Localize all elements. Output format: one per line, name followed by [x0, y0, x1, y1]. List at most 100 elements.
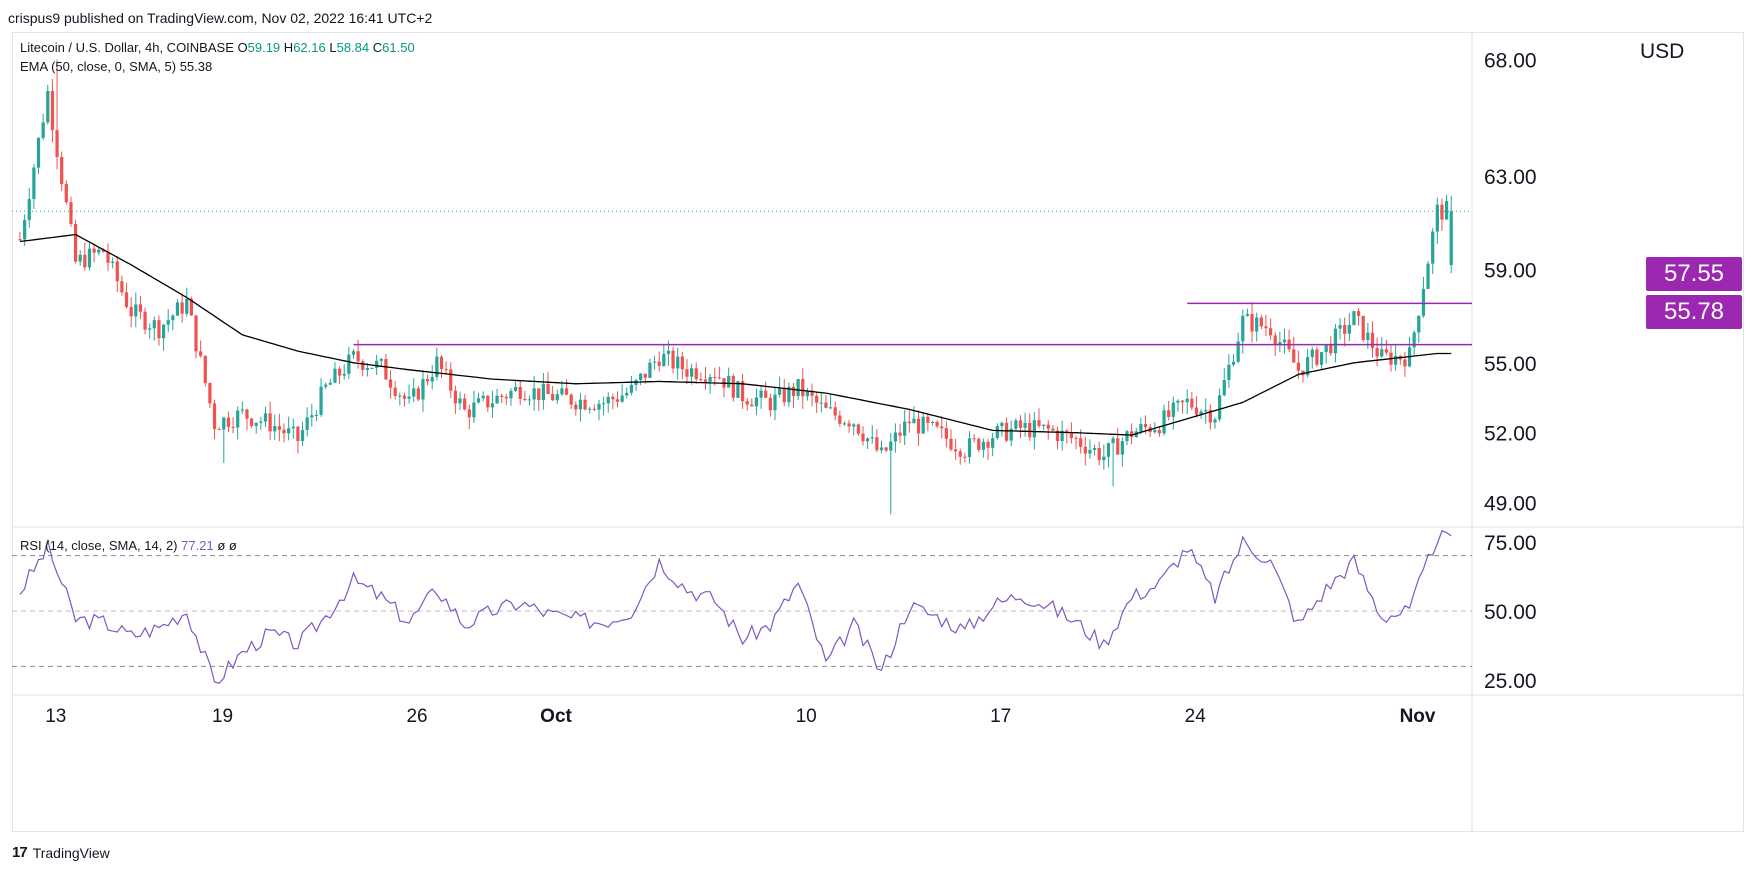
- candle-body: [1111, 438, 1115, 444]
- candle-body: [60, 156, 64, 184]
- candle-body: [685, 369, 689, 377]
- candle-body: [490, 403, 495, 408]
- price-tick-label: 49.00: [1484, 493, 1537, 516]
- candle-body: [1264, 326, 1268, 329]
- candle-body: [1190, 398, 1194, 408]
- candle-body: [1352, 311, 1356, 326]
- candle-body: [1000, 422, 1004, 427]
- candle-body: [453, 390, 458, 404]
- rsi-value: 77.21: [181, 538, 214, 553]
- candle-body: [1037, 420, 1041, 426]
- candle-body: [583, 399, 587, 410]
- candle-body: [879, 447, 884, 451]
- tradingview-logo-icon: 17: [12, 844, 28, 861]
- price-tick-label: 52.00: [1484, 423, 1537, 446]
- candle-body: [416, 388, 420, 400]
- candle-body: [639, 373, 643, 381]
- candle-body: [171, 315, 175, 321]
- candle-body: [1329, 344, 1333, 354]
- candle-body: [1218, 395, 1222, 420]
- time-tick-label: Nov: [1400, 706, 1436, 727]
- rsi-tick-label: 75.00: [1484, 532, 1537, 555]
- candle-body: [361, 361, 365, 370]
- candle-body: [810, 390, 814, 396]
- candle-body: [796, 378, 800, 397]
- candle-body: [870, 437, 874, 439]
- candle-body: [694, 368, 698, 380]
- candle-body: [64, 183, 68, 203]
- open-value: 59.19: [247, 40, 281, 55]
- candle-body: [643, 373, 647, 378]
- candle-body: [500, 395, 504, 397]
- candle-body: [986, 441, 990, 448]
- candle-body: [240, 409, 244, 411]
- candle-body: [541, 383, 546, 401]
- time-tick-label: 26: [406, 706, 427, 727]
- candle-body: [597, 403, 601, 410]
- candle-body: [930, 421, 935, 423]
- candle-body: [481, 395, 485, 399]
- candle-body: [680, 356, 684, 370]
- candle-body: [1255, 317, 1259, 332]
- candle-body: [833, 407, 837, 416]
- candle-body: [601, 403, 606, 405]
- time-tick-label: 10: [796, 706, 817, 727]
- chart-frame[interactable]: [12, 32, 1744, 832]
- candle-body: [963, 456, 967, 458]
- candle-body: [73, 223, 78, 262]
- candle-body: [212, 403, 217, 430]
- price-tick-label: 59.00: [1484, 260, 1537, 283]
- candle-body: [537, 388, 541, 401]
- candle-body: [824, 402, 828, 408]
- candle-body: [1435, 204, 1439, 232]
- rsi-line: [19, 530, 1452, 684]
- candle-body: [92, 248, 96, 253]
- candle-body: [1032, 420, 1036, 438]
- candle-body: [842, 423, 847, 425]
- candle-body: [1185, 398, 1189, 403]
- candle-body: [967, 438, 972, 458]
- candle-body: [226, 417, 231, 427]
- candle-body: [893, 432, 898, 442]
- candle-body: [916, 418, 921, 434]
- candle-body: [815, 395, 819, 403]
- candle-body: [856, 424, 860, 434]
- candle-body: [296, 426, 300, 441]
- candle-body: [439, 356, 444, 370]
- candle-body: [379, 359, 383, 361]
- candle-body: [875, 437, 879, 451]
- candle-body: [412, 388, 416, 397]
- candle-body: [1199, 411, 1203, 415]
- high-value: 62.16: [293, 40, 326, 55]
- candle-body: [143, 311, 147, 330]
- candle-body: [1259, 317, 1263, 327]
- candle-body: [954, 449, 958, 452]
- candle-body: [467, 409, 471, 418]
- candle-body: [1157, 430, 1162, 434]
- candle-body: [148, 328, 152, 330]
- close-value: 61.50: [382, 40, 415, 55]
- candle-body: [78, 254, 82, 262]
- candle-body: [1380, 349, 1384, 357]
- candle-body: [926, 416, 930, 423]
- price-tag-57-55-text: 57.55: [1663, 260, 1725, 287]
- candle-body: [268, 413, 272, 432]
- candle-body: [615, 399, 620, 402]
- footer-brand[interactable]: TradingView: [32, 844, 110, 861]
- candle-body: [300, 430, 305, 441]
- candle-body: [231, 426, 235, 428]
- candle-body: [1204, 409, 1208, 412]
- rsi-tick-label: 50.00: [1484, 601, 1537, 624]
- candle-body: [138, 304, 143, 312]
- candle-body: [676, 356, 680, 369]
- candle-body: [407, 396, 411, 399]
- candle-body: [731, 376, 735, 398]
- candle-body: [847, 423, 851, 427]
- candle-body: [106, 251, 110, 263]
- candle-body: [375, 360, 379, 368]
- publish-info: crispus9 published on TradingView.com, N…: [8, 10, 433, 26]
- candle-body: [861, 433, 865, 442]
- candle-body: [1319, 352, 1324, 365]
- time-tick-label: 17: [990, 706, 1011, 727]
